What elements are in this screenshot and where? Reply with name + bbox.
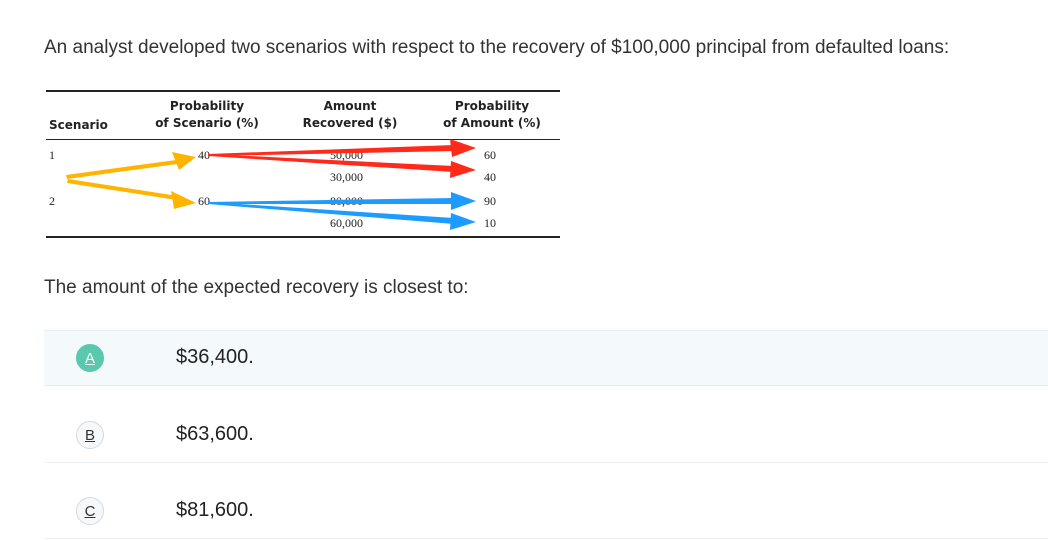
scenario-1-amount-prob-1: 60 <box>484 148 496 162</box>
scenario-1-amount-2: 30,000 <box>330 170 363 184</box>
header-probability-of-amount: Probability of Amount (%) <box>443 99 541 130</box>
arrow-to-scenario-1 <box>66 152 196 179</box>
question-text: An analyst developed two scenarios with … <box>44 37 950 58</box>
scenario-2-amount-2: 60,000 <box>330 216 363 230</box>
header-scenario: Scenario <box>49 118 108 132</box>
header-probability-of-scenario: Probability of Scenario (%) <box>155 99 259 130</box>
option-a-letter[interactable]: A <box>76 344 104 372</box>
option-a[interactable]: A $36,400. <box>44 330 1048 386</box>
scenario-table: Scenario Probability of Scenario (%) Amo… <box>46 90 560 240</box>
arrow-scenario-2-amount-1 <box>208 192 476 210</box>
scenario-arrows <box>66 139 476 230</box>
scenario-2-probability: 60 <box>198 194 210 208</box>
arrow-scenario-2-amount-2 <box>208 202 476 230</box>
table-header-rule <box>46 139 560 140</box>
scenario-label-1: 1 <box>49 148 55 162</box>
table-bottom-rule <box>46 236 560 238</box>
arrow-scenario-1-amount-2 <box>208 154 476 178</box>
scenario-2-amount-prob-2: 10 <box>484 216 496 230</box>
option-a-text[interactable]: $36,400. <box>176 346 254 368</box>
option-b-letter[interactable]: B <box>76 421 104 449</box>
option-b[interactable]: B $63,600. <box>44 408 1048 463</box>
option-c-text[interactable]: $81,600. <box>176 499 254 521</box>
arrow-scenario-1-amount-1 <box>208 139 476 157</box>
scenario-1-amount-prob-2: 40 <box>484 170 496 184</box>
prompt-text: The amount of the expected recovery is c… <box>44 277 469 298</box>
scenario-1-probability: 40 <box>198 148 210 162</box>
option-c[interactable]: C $81,600. <box>44 484 1048 539</box>
scenario-label-2: 2 <box>49 194 55 208</box>
option-b-text[interactable]: $63,600. <box>176 423 254 445</box>
arrow-to-scenario-2 <box>67 179 196 209</box>
option-c-letter[interactable]: C <box>76 497 104 525</box>
scenario-2-amount-prob-1: 90 <box>484 194 496 208</box>
table-top-rule <box>46 90 560 92</box>
header-amount-recovered: Amount Recovered ($) <box>302 99 398 130</box>
